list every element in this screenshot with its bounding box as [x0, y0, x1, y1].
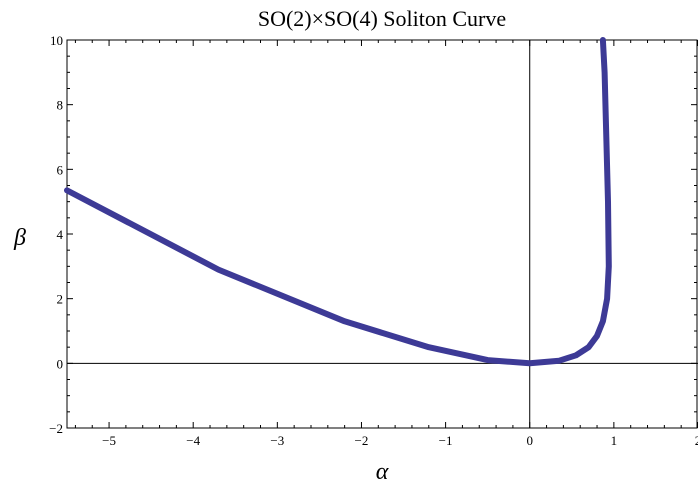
x-tick-label: 1 — [611, 433, 618, 448]
y-tick-label: −2 — [49, 421, 63, 436]
y-axis-ticks: −2 0 2 4 6 8 10 — [49, 33, 697, 436]
x-axis-ticks: −5 −4 −3 −2 −1 0 1 2 — [74, 40, 698, 448]
series-line — [64, 37, 612, 367]
y-tick-label: 10 — [50, 33, 63, 48]
x-axis-label: α — [376, 459, 389, 485]
x-tick-label: −3 — [270, 433, 284, 448]
y-axis-label: β — [13, 225, 26, 251]
y-tick-label: 8 — [57, 98, 64, 113]
x-tick-label: −4 — [186, 433, 200, 448]
x-tick-label: 2 — [695, 433, 698, 448]
y-tick-label: 0 — [57, 356, 64, 371]
series-group — [64, 37, 612, 367]
chart-title: SO(2)×SO(4) Soliton Curve — [258, 6, 506, 31]
y-tick-label: 6 — [57, 162, 64, 177]
x-tick-label: −5 — [102, 433, 116, 448]
x-tick-label: −1 — [439, 433, 453, 448]
y-tick-label: 4 — [57, 227, 64, 242]
plot-frame — [66, 39, 698, 429]
x-tick-label: −2 — [355, 433, 369, 448]
x-tick-label: 0 — [526, 433, 533, 448]
y-tick-label: 2 — [57, 292, 64, 307]
